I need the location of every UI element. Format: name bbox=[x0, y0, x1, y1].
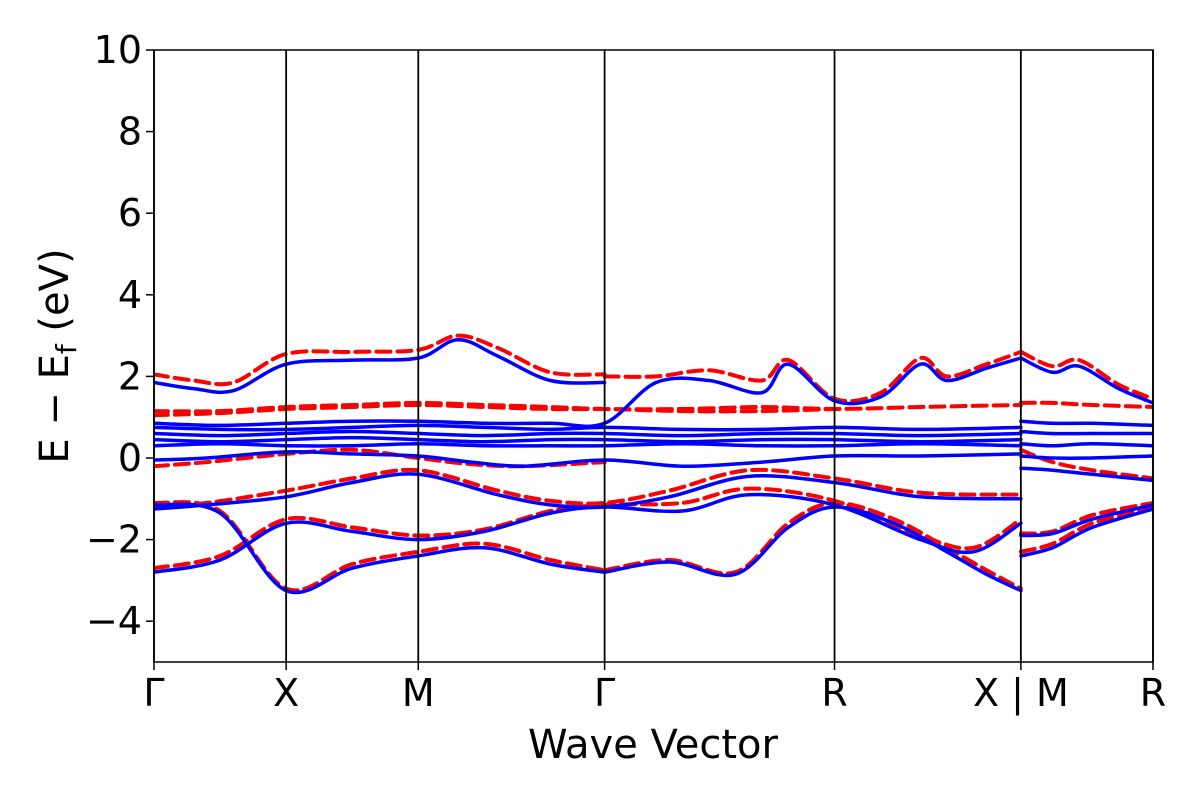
solid-band-14 bbox=[1019, 429, 1153, 436]
solid-band-1 bbox=[154, 337, 607, 395]
solid-band-10 bbox=[154, 502, 607, 595]
kpoint-lines bbox=[153, 50, 1154, 662]
solid-band-7 bbox=[154, 450, 1023, 468]
solid-band-11 bbox=[602, 505, 1023, 593]
x-tick-label-7: R bbox=[1140, 671, 1166, 715]
x-tick-label-6: X | M bbox=[973, 671, 1069, 716]
solid-band-2 bbox=[154, 356, 1023, 429]
y-axis-title-unit: (eV) bbox=[32, 248, 78, 344]
x-axis-title: Wave Vector bbox=[528, 722, 779, 768]
y-tick-label-7: 8 bbox=[118, 110, 142, 154]
y-axis-title-main: E − E bbox=[32, 354, 78, 464]
y-tick-label-2: −2 bbox=[86, 518, 142, 562]
x-tick-label-2: X bbox=[273, 671, 299, 715]
y-axis: −4 −2 0 2 4 6 8 10 bbox=[86, 28, 154, 643]
solid-band-19 bbox=[1019, 507, 1153, 558]
y-axis-title: E − Ef (eV) bbox=[32, 248, 83, 463]
y-tick-label-3: 0 bbox=[118, 436, 142, 480]
dashed-band-6 bbox=[1018, 400, 1153, 409]
dashed-band-1 bbox=[154, 333, 607, 387]
solid-band-6 bbox=[154, 441, 1023, 448]
y-tick-label-4: 2 bbox=[118, 354, 142, 398]
solid-band-18 bbox=[1019, 503, 1153, 538]
x-tick-label-3: M bbox=[402, 671, 435, 715]
y-axis-title-subscript: f bbox=[50, 343, 83, 354]
dashed-band-13 bbox=[1018, 505, 1153, 554]
solid-band-15 bbox=[1019, 441, 1153, 448]
solid-band-16 bbox=[1019, 454, 1153, 460]
solid-band-5 bbox=[154, 435, 1023, 444]
x-axis: Γ X M Γ R X | M R bbox=[143, 662, 1166, 716]
dashed-band-4 bbox=[602, 349, 1023, 404]
y-tick-label-8: 10 bbox=[94, 28, 142, 72]
solid-band-17 bbox=[1019, 466, 1153, 483]
dashed-band-8 bbox=[154, 467, 1023, 509]
x-tick-label-5: R bbox=[821, 671, 847, 715]
x-tick-label-4: Γ bbox=[594, 671, 615, 715]
x-tick-label-1: Γ bbox=[143, 671, 164, 715]
solid-band-12 bbox=[1019, 356, 1153, 405]
y-tick-label-6: 6 bbox=[118, 191, 142, 235]
solid-band-8 bbox=[154, 472, 1023, 511]
solid-band-4 bbox=[154, 429, 1023, 438]
bands-layer bbox=[154, 333, 1153, 595]
solid-band-9 bbox=[154, 492, 1023, 574]
solid-band-13 bbox=[1019, 419, 1153, 428]
plot-frame bbox=[153, 49, 1154, 663]
dashed-band-12 bbox=[1018, 500, 1153, 536]
y-tick-label-1: −4 bbox=[86, 599, 142, 643]
y-tick-label-5: 4 bbox=[118, 273, 142, 317]
dashed-band-5 bbox=[1018, 349, 1153, 401]
